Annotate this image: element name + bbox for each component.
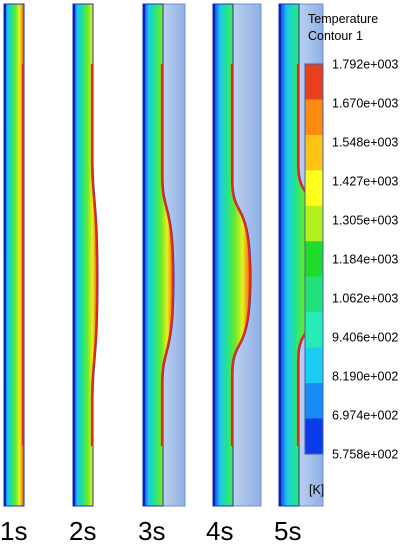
legend-level-label: 1.427e+003 <box>332 175 398 189</box>
legend-unit: [K] <box>309 483 324 497</box>
legend-band <box>305 276 323 313</box>
legend-level-label: 9.406e+002 <box>332 331 398 345</box>
legend-level-label: 5.758e+002 <box>332 448 398 462</box>
time-label-4s: 4s <box>206 516 233 546</box>
legend-band <box>305 99 323 136</box>
legend-band <box>305 134 323 171</box>
legend-band <box>305 205 323 242</box>
legend-level-label: 1.062e+003 <box>332 292 398 306</box>
legend-title: Temperature <box>308 12 378 26</box>
panel-3s <box>142 3 186 507</box>
wall-contour <box>72 3 99 507</box>
time-label-2s: 2s <box>69 516 96 546</box>
legend-band <box>305 241 323 278</box>
legend-band <box>305 312 323 349</box>
wall-contour <box>3 3 25 507</box>
time-label-1s: 1s <box>0 516 27 546</box>
legend-band <box>305 418 323 455</box>
legend-level-label: 1.670e+003 <box>332 97 398 111</box>
panel-2s <box>72 3 99 507</box>
legend-bar-outline <box>304 63 324 455</box>
temperature-legend: Temperature Contour 1 1.792e+003 1.670e+0… <box>304 12 398 497</box>
legend-level-label: 1.305e+003 <box>332 214 398 228</box>
legend-level-label: 1.548e+003 <box>332 136 398 150</box>
legend-color-bands <box>304 63 324 455</box>
legend-level-label: 1.792e+003 <box>332 58 398 72</box>
hot-edge <box>90 64 99 446</box>
legend-band <box>305 347 323 384</box>
legend-level-label: 8.190e+002 <box>332 370 398 384</box>
time-panels <box>3 3 324 507</box>
panel-1s <box>3 3 25 507</box>
legend-level-label: 6.974e+002 <box>332 409 398 423</box>
hot-edge <box>230 64 252 446</box>
legend-level-labels: 1.792e+003 1.670e+003 1.548e+003 1.427e+003… <box>332 58 398 462</box>
time-labels: 1s 2s 3s 4s 5s <box>0 516 301 546</box>
legend-subtitle: Contour 1 <box>308 29 363 43</box>
time-label-5s: 5s <box>274 516 301 546</box>
hot-edge <box>160 64 175 446</box>
legend-level-label: 1.184e+003 <box>332 253 398 267</box>
legend-band <box>305 383 323 420</box>
legend-band <box>305 64 323 100</box>
panel-4s <box>212 3 262 507</box>
time-label-3s: 3s <box>138 516 165 546</box>
legend-band <box>305 170 323 207</box>
